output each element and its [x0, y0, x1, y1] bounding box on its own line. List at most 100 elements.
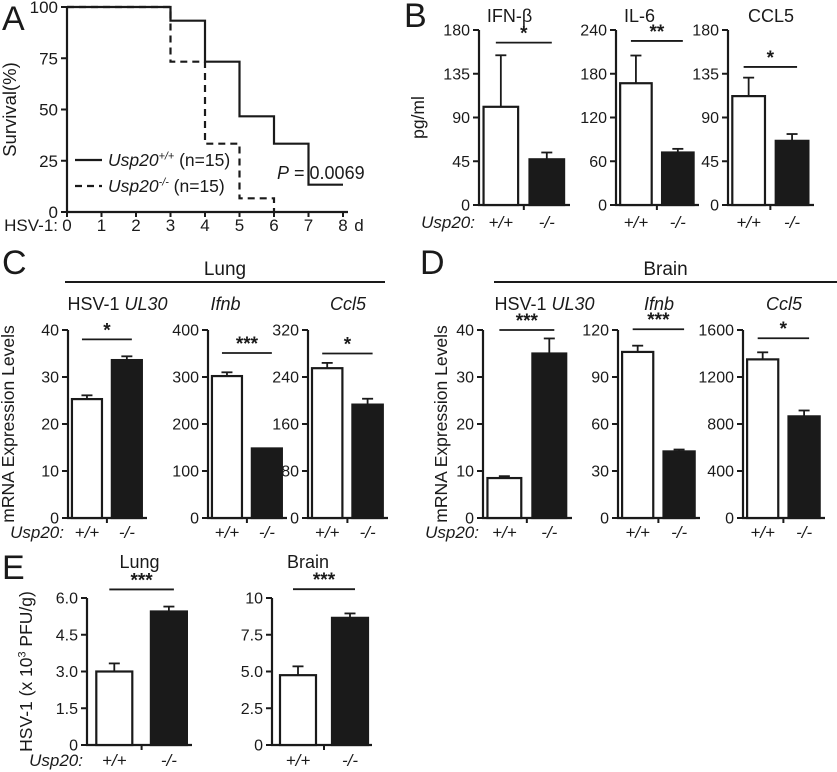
x-category-label: -/-: [360, 523, 376, 542]
x-category-label: +/+: [492, 523, 517, 542]
chart-title: Ifnb: [644, 294, 674, 314]
x-category-label: -/-: [796, 523, 812, 542]
y-tick-label: 120: [580, 110, 607, 127]
y-tick-label: 240: [580, 23, 607, 40]
panel-label-e: E: [2, 549, 25, 587]
y-tick-label: 135: [443, 66, 470, 83]
bar-knockout: [787, 415, 821, 520]
y-tick-label: 80: [281, 464, 299, 481]
bar-wildtype: [95, 670, 134, 747]
y-axis-title: HSV-1 (x 103 PFU/g): [16, 591, 36, 752]
y-tick-label: 2.5: [241, 701, 263, 718]
sig-stars: *: [767, 48, 775, 69]
x-category-label: +/+: [736, 213, 761, 232]
chart-brain-ul30: 0 10 20 30 40 ***HSV-1 UL30 mRNA Expression Le…: [425, 294, 594, 542]
sig-stars: *: [780, 319, 788, 340]
bar-knockout: [330, 616, 370, 747]
y-tick-label: 0: [49, 203, 58, 222]
bar-knockout: [149, 610, 188, 747]
y-tick-label: 0: [710, 198, 719, 215]
legend-label: Usp20-/- (n=15): [108, 176, 225, 196]
x-category-label: +/+: [75, 523, 100, 542]
y-tick-label: 20: [456, 417, 474, 434]
y-axis-title: mRNA Expression Levels: [0, 325, 18, 523]
y-tick-label: 0: [69, 738, 78, 755]
y-tick-label: 60: [591, 417, 609, 434]
y-tick-label: 320: [272, 323, 299, 340]
y-tick-label: 50: [39, 101, 58, 120]
x-category-label: +/+: [624, 213, 649, 232]
x-tick-label: 1: [97, 216, 106, 235]
y-tick-label: 60: [589, 154, 607, 171]
chart-lung-ul30: 0 10 20 30 40 * HSV-1 UL30 mRNA Expression Leve…: [0, 294, 168, 542]
x-tick-label: 0: [62, 216, 71, 235]
y-tick-label: 1200: [698, 370, 734, 387]
y-tick-label: 135: [692, 66, 719, 83]
y-tick-label: 90: [452, 110, 470, 127]
x-axis-unit: d: [354, 216, 363, 235]
chart-title: Lung: [119, 552, 159, 572]
x-category-label: -/-: [671, 523, 687, 542]
bar-wildtype: [210, 374, 244, 520]
y-tick-label: 4.5: [56, 627, 78, 644]
y-tick-label: 40: [456, 323, 474, 340]
x-category-label: -/-: [119, 523, 135, 542]
bar-wildtype: [620, 350, 655, 520]
sig-stars: *: [344, 335, 352, 356]
sig-stars: ***: [516, 311, 539, 332]
y-tick-label: 180: [692, 23, 719, 40]
chart-title: Brain: [287, 552, 329, 572]
x-category-label: -/-: [161, 751, 177, 770]
x-tick-label: 3: [166, 216, 175, 235]
y-tick-label: 5.0: [241, 664, 263, 681]
chart-ccl5: 0 45 90 135 180 * CCL5 +/+ -/-: [692, 6, 814, 232]
y-tick-label: 0: [598, 198, 607, 215]
y-tick-label: 45: [452, 154, 470, 171]
y-tick-label: 3.0: [56, 664, 78, 681]
chart-il6: 0 60 120 180 240 **IL-6 +/+ -/-: [580, 6, 699, 232]
bar-knockout: [110, 358, 143, 520]
survival-series-knockout: [67, 5, 276, 212]
sig-stars: ***: [647, 310, 670, 331]
x-category-label: +/+: [286, 751, 311, 770]
x-category-label: +/+: [102, 751, 127, 770]
y-tick-label: 75: [39, 49, 58, 68]
bar-wildtype: [486, 476, 523, 520]
brain-section-header: Brain: [494, 259, 837, 283]
sig-stars: ***: [131, 570, 154, 591]
lung-section-header: Lung: [65, 259, 385, 283]
y-tick-label: 100: [172, 464, 199, 481]
chart-title: IFN-β: [487, 6, 532, 26]
p-value-annotation: P = 0.0069: [277, 163, 365, 183]
genotype-prefix: Usp20:: [29, 751, 83, 770]
x-category-label: -/-: [259, 523, 275, 542]
bar-knockout: [250, 447, 283, 520]
sig-stars: ***: [236, 334, 259, 355]
panel-label-b: B: [404, 0, 427, 35]
y-tick-label: 90: [701, 110, 719, 127]
y-tick-label: 300: [172, 370, 199, 387]
legend-label: Usp20+/+ (n=15): [108, 150, 230, 170]
bar-knockout: [662, 450, 696, 520]
x-category-label: -/-: [541, 523, 557, 542]
chart-brain-titer: 0 2.5 5.0 7.5 10 ***Brain +/+ -/-: [241, 552, 372, 770]
x-category-label: -/-: [342, 751, 358, 770]
panel-label-c: C: [2, 244, 27, 282]
bar-knockout: [660, 151, 695, 207]
y-tick-label: 30: [41, 370, 59, 387]
genotype-prefix: Usp20:: [425, 523, 479, 542]
genotype-prefix: Usp20:: [10, 523, 64, 542]
bar-knockout: [351, 403, 384, 520]
y-tick-label: 25: [39, 152, 58, 171]
chart-title: IL-6: [624, 6, 655, 26]
chart-lung-ifnb: 0 100 200 300 400 *** Ifnb +/+ -/-: [172, 294, 287, 542]
x-category-label: +/+: [489, 213, 514, 232]
x-category-label: -/-: [539, 213, 555, 232]
x-tick-label: 5: [235, 216, 244, 235]
chart-title: Ifnb: [210, 294, 240, 314]
chart-title: Ccl5: [766, 294, 803, 314]
x-tick-label: 4: [200, 216, 209, 235]
x-category-label: +/+: [750, 523, 775, 542]
y-tick-label: 1600: [698, 323, 734, 340]
chart-brain-ccl5: 0 400 800 1200 1600 * Ccl5 +/+ -/-: [698, 294, 825, 542]
